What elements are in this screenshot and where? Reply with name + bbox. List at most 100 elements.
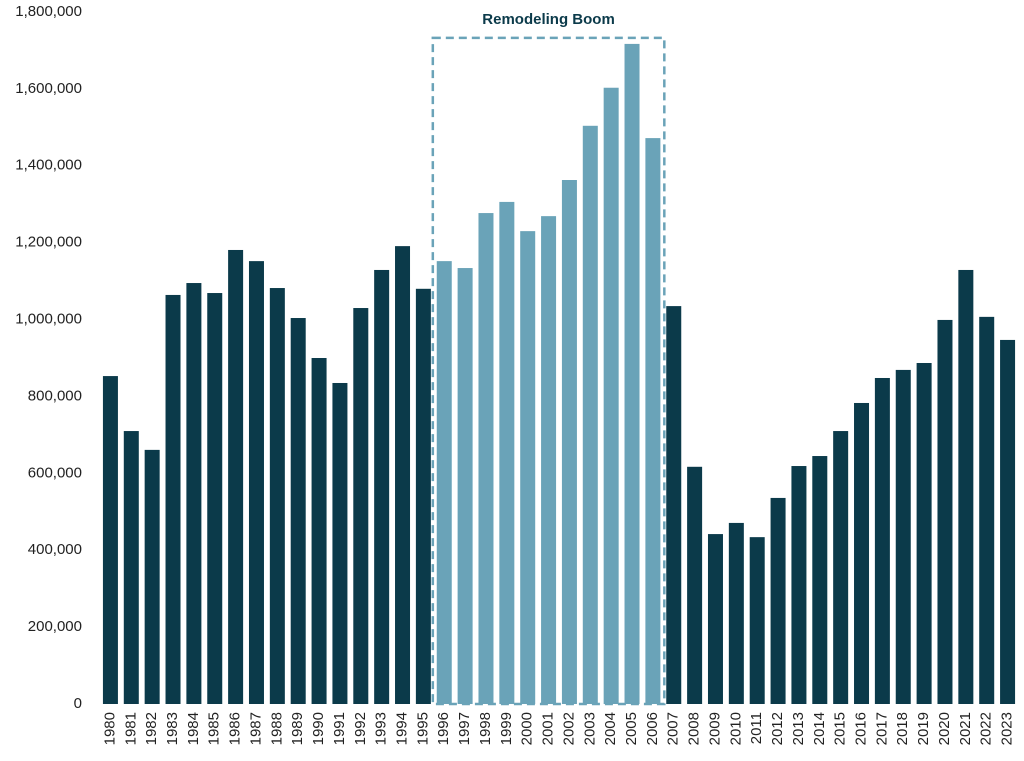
bar xyxy=(207,293,223,704)
y-tick-label: 400,000 xyxy=(28,541,82,558)
bar xyxy=(603,87,619,705)
x-tick-label: 2017 xyxy=(873,712,890,745)
x-tick-label: 2012 xyxy=(769,712,786,745)
x-tick-label: 2009 xyxy=(706,712,723,745)
bar xyxy=(666,306,682,704)
x-tick-label: 2011 xyxy=(748,712,765,744)
bar xyxy=(728,522,744,704)
bar xyxy=(749,537,765,704)
x-tick-label: 2013 xyxy=(790,712,807,745)
x-tick-label: 2016 xyxy=(852,712,869,745)
x-tick-label: 1986 xyxy=(227,712,244,745)
bar xyxy=(102,376,118,704)
x-tick-label: 1998 xyxy=(477,712,494,745)
bar xyxy=(436,261,452,704)
bar xyxy=(874,377,890,704)
x-tick-label: 1993 xyxy=(373,712,390,745)
x-tick-label: 1989 xyxy=(289,712,306,745)
x-tick-label: 1980 xyxy=(101,712,118,745)
y-tick-label: 1,800,000 xyxy=(15,3,82,20)
bar xyxy=(520,231,536,704)
x-tick-label: 1988 xyxy=(268,712,285,745)
bar xyxy=(979,316,995,704)
x-tick-label: 2006 xyxy=(644,712,661,745)
x-tick-label: 2000 xyxy=(519,712,536,745)
x-tick-label: 2010 xyxy=(727,712,744,745)
x-tick-label: 1982 xyxy=(143,712,160,745)
bar xyxy=(269,288,285,704)
y-tick-label: 200,000 xyxy=(28,618,82,635)
bar xyxy=(374,269,390,704)
bar xyxy=(624,43,640,705)
x-tick-label: 2004 xyxy=(602,712,619,745)
x-tick-label: 2014 xyxy=(811,712,828,745)
x-tick-label: 2023 xyxy=(999,712,1016,745)
bar xyxy=(561,180,577,705)
x-tick-label: 1984 xyxy=(185,712,202,745)
bar xyxy=(791,466,807,704)
bar xyxy=(687,466,703,704)
x-tick-label: 1985 xyxy=(206,712,223,745)
x-tick-label: 1997 xyxy=(456,712,473,745)
bar xyxy=(144,449,160,704)
bar xyxy=(541,216,557,704)
y-tick-label: 600,000 xyxy=(28,464,82,481)
x-tick-label: 2022 xyxy=(978,712,995,745)
x-tick-label: 1983 xyxy=(164,712,181,745)
highlight-box xyxy=(431,36,666,706)
bar xyxy=(645,138,661,704)
x-tick-label: 1981 xyxy=(122,712,139,745)
bar xyxy=(165,294,181,704)
y-tick-label: 1,400,000 xyxy=(15,157,82,174)
x-tick-label: 1999 xyxy=(498,712,515,745)
y-tick-label: 1,000,000 xyxy=(15,311,82,328)
x-tick-label: 2001 xyxy=(540,712,557,745)
bar xyxy=(123,431,139,704)
x-tick-label: 2005 xyxy=(623,712,640,745)
bar xyxy=(1000,339,1016,704)
bar xyxy=(812,456,828,704)
bar xyxy=(499,201,515,704)
x-tick-label: 2008 xyxy=(686,712,703,745)
x-tick-label: 2007 xyxy=(665,712,682,745)
x-tick-label: 2018 xyxy=(894,712,911,745)
x-tick-label: 2015 xyxy=(832,712,849,745)
bar xyxy=(395,246,411,705)
x-tick-label: 2019 xyxy=(915,712,932,745)
x-tick-label: 1992 xyxy=(352,712,369,745)
bar xyxy=(916,362,932,704)
x-tick-label: 2003 xyxy=(581,712,598,745)
bar xyxy=(290,318,306,704)
x-tick-label: 1991 xyxy=(331,712,348,745)
x-tick-label: 1996 xyxy=(435,712,452,745)
annotation: Remodeling Boom xyxy=(482,11,615,28)
y-tick-label: 800,000 xyxy=(28,387,82,404)
bar xyxy=(958,269,974,704)
bar xyxy=(895,369,911,704)
bar xyxy=(582,125,598,705)
bar xyxy=(478,213,494,704)
bar xyxy=(707,534,723,704)
bar xyxy=(457,268,473,704)
x-tick-label: 2021 xyxy=(957,712,974,745)
x-tick-label: 1994 xyxy=(393,712,410,745)
bar xyxy=(937,319,953,704)
bar xyxy=(353,308,369,704)
bar xyxy=(833,431,849,704)
y-tick-label: 0 xyxy=(74,695,82,712)
x-tick-label: 1990 xyxy=(310,712,327,745)
bar xyxy=(415,288,431,704)
bar xyxy=(854,402,870,704)
bar xyxy=(248,261,264,704)
bar xyxy=(311,358,327,704)
y-tick-label: 1,200,000 xyxy=(15,234,82,251)
bar xyxy=(228,249,244,704)
x-tick-label: 1987 xyxy=(247,712,264,745)
x-tick-label: 2020 xyxy=(936,712,953,745)
y-tick-label: 1,600,000 xyxy=(15,80,82,97)
bar xyxy=(186,283,202,704)
x-tick-label: 2002 xyxy=(560,712,577,745)
bar xyxy=(332,382,348,704)
